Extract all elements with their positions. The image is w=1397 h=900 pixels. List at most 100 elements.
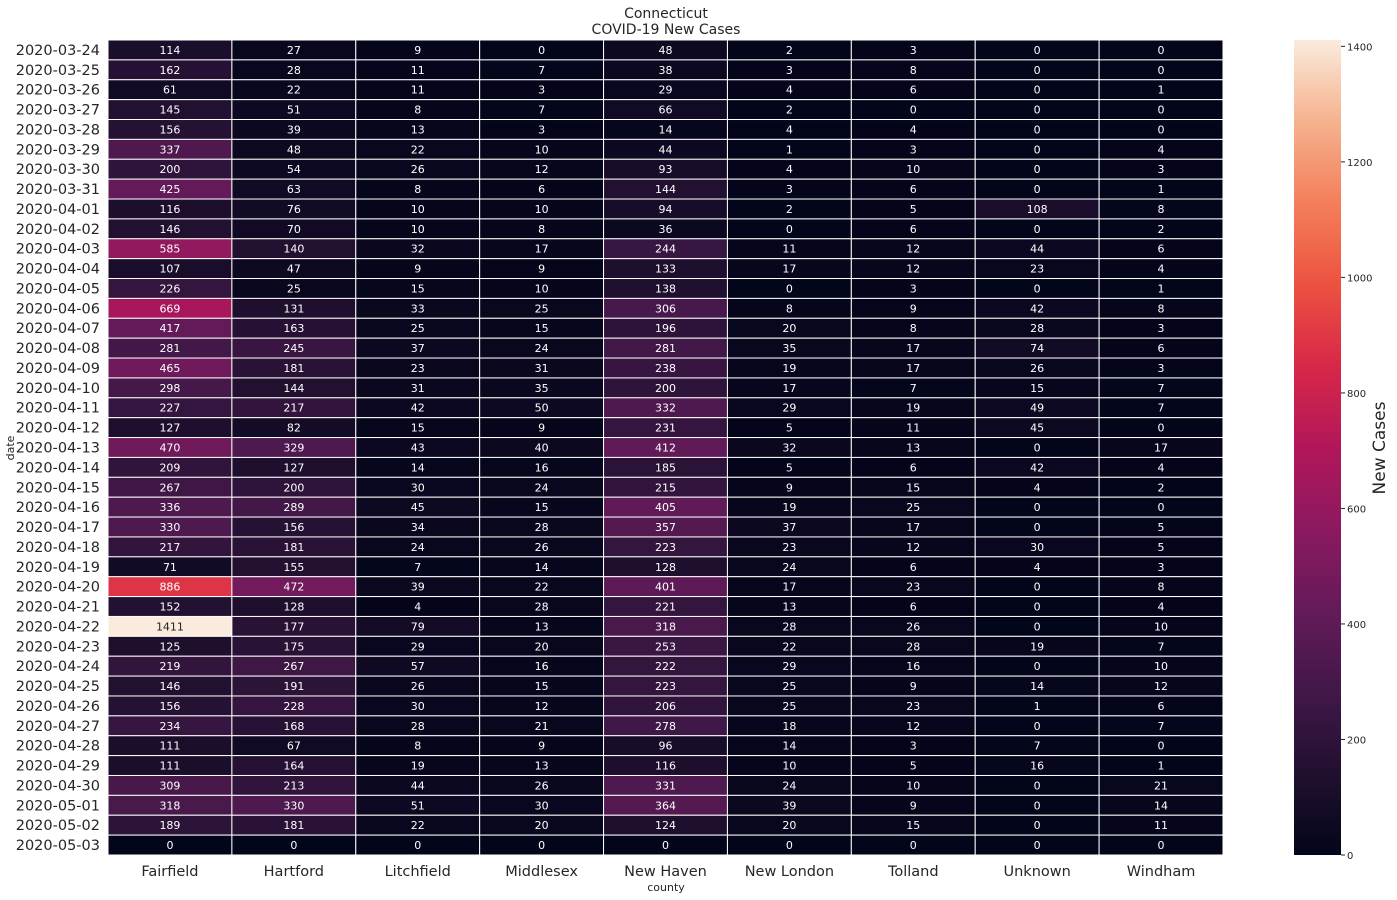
cell-value-label: 9 bbox=[910, 799, 917, 812]
cell-value-label: 23 bbox=[782, 541, 796, 554]
cell-value-label: 3 bbox=[1158, 322, 1165, 335]
cell-value-label: 16 bbox=[906, 660, 920, 673]
cell-value-label: 0 bbox=[1034, 799, 1041, 812]
y-tick-labels: 2020-03-24 2020-03-25 2020-03-26 2020-03-27… bbox=[16, 43, 100, 854]
cell-value-label: 10 bbox=[411, 223, 425, 236]
cell-value-label: 25 bbox=[782, 680, 796, 693]
cell-value-label: 111 bbox=[159, 760, 180, 773]
cell-value-label: 125 bbox=[159, 640, 180, 653]
cell-value-label: 0 bbox=[1034, 720, 1041, 733]
cell-value-label: 1 bbox=[1158, 84, 1165, 97]
cell-value-label: 50 bbox=[535, 402, 549, 415]
cell-value-label: 3 bbox=[910, 143, 917, 156]
cell-value-label: 164 bbox=[283, 760, 304, 773]
y-tick-label: 2020-05-02 bbox=[16, 818, 100, 834]
cell-value-label: 144 bbox=[655, 183, 676, 196]
cell-value-label: 0 bbox=[1034, 501, 1041, 514]
cell-value-label: 94 bbox=[659, 203, 673, 216]
cell-value-label: 17 bbox=[782, 382, 796, 395]
cell-value-label: 140 bbox=[283, 243, 304, 256]
cell-value-label: 24 bbox=[535, 481, 549, 494]
cell-value-label: 7 bbox=[1158, 402, 1165, 415]
cell-value-label: 12 bbox=[535, 163, 549, 176]
x-tick-label: Windham bbox=[1127, 864, 1196, 880]
cell-value-label: 40 bbox=[535, 442, 549, 455]
cell-value-label: 17 bbox=[906, 342, 920, 355]
y-tick-label: 2020-04-11 bbox=[16, 401, 100, 417]
cell-value-label: 0 bbox=[1034, 143, 1041, 156]
cell-value-label: 0 bbox=[786, 223, 793, 236]
cell-value-label: 128 bbox=[283, 601, 304, 614]
y-tick-label: 2020-04-24 bbox=[16, 659, 100, 675]
cell-value-label: 22 bbox=[411, 819, 425, 832]
cell-value-label: 206 bbox=[655, 700, 676, 713]
cell-value-label: 227 bbox=[159, 402, 180, 415]
cell-value-label: 2 bbox=[786, 104, 793, 117]
cell-value-label: 31 bbox=[411, 382, 425, 395]
cell-value-label: 4 bbox=[1158, 461, 1165, 474]
cell-value-label: 20 bbox=[535, 819, 549, 832]
y-axis-label: date bbox=[4, 435, 17, 460]
cell-value-label: 465 bbox=[159, 362, 180, 375]
chart-title: Connecticut bbox=[624, 6, 708, 22]
cell-value-label: 0 bbox=[290, 839, 297, 852]
cell-value-label: 1 bbox=[1034, 700, 1041, 713]
cell-value-label: 38 bbox=[659, 64, 673, 77]
cell-value-label: 15 bbox=[411, 422, 425, 435]
cell-value-label: 2 bbox=[786, 44, 793, 57]
x-tick-label: Fairfield bbox=[141, 864, 198, 880]
cell-value-label: 25 bbox=[906, 501, 920, 514]
cell-value-label: 48 bbox=[287, 143, 301, 156]
cell-value-label: 337 bbox=[159, 143, 180, 156]
cell-value-label: 298 bbox=[159, 382, 180, 395]
cell-value-label: 7 bbox=[1158, 720, 1165, 733]
y-tick-label: 2020-04-06 bbox=[16, 301, 100, 317]
cell-value-label: 3 bbox=[910, 740, 917, 753]
y-tick-label: 2020-04-22 bbox=[16, 619, 100, 635]
cell-value-label: 156 bbox=[159, 123, 180, 136]
cell-value-label: 0 bbox=[1034, 44, 1041, 57]
cell-value-label: 231 bbox=[655, 422, 676, 435]
y-tick-label: 2020-03-29 bbox=[16, 142, 100, 158]
cell-value-label: 330 bbox=[283, 799, 304, 812]
cell-value-label: 0 bbox=[1034, 660, 1041, 673]
cell-value-label: 405 bbox=[655, 501, 676, 514]
cell-value-label: 22 bbox=[782, 640, 796, 653]
cell-value-label: 9 bbox=[414, 263, 421, 276]
cell-value-label: 19 bbox=[782, 362, 796, 375]
cell-value-label: 11 bbox=[906, 422, 920, 435]
cell-value-label: 111 bbox=[159, 740, 180, 753]
y-tick-label: 2020-04-30 bbox=[16, 778, 100, 794]
cell-value-label: 156 bbox=[283, 521, 304, 534]
y-tick-label: 2020-04-05 bbox=[16, 281, 100, 297]
cell-value-label: 14 bbox=[659, 123, 673, 136]
cell-value-label: 364 bbox=[655, 799, 676, 812]
cell-value-label: 116 bbox=[655, 760, 676, 773]
cell-value-label: 0 bbox=[1158, 104, 1165, 117]
cell-value-label: 116 bbox=[159, 203, 180, 216]
cell-value-label: 7 bbox=[414, 561, 421, 574]
cell-value-label: 217 bbox=[283, 402, 304, 415]
cell-value-label: 82 bbox=[287, 422, 301, 435]
y-tick-label: 2020-04-07 bbox=[16, 321, 100, 337]
x-tick-label: Hartford bbox=[264, 864, 324, 880]
y-tick-label: 2020-04-03 bbox=[16, 242, 100, 258]
cell-value-label: 5 bbox=[910, 203, 917, 216]
cell-value-label: 3 bbox=[1158, 561, 1165, 574]
cell-value-label: 238 bbox=[655, 362, 676, 375]
cell-value-label: 108 bbox=[1027, 203, 1048, 216]
cell-value-label: 200 bbox=[655, 382, 676, 395]
cell-value-label: 28 bbox=[782, 620, 796, 633]
cell-value-label: 8 bbox=[538, 223, 545, 236]
cell-value-label: 51 bbox=[287, 104, 301, 117]
cell-value-label: 417 bbox=[159, 322, 180, 335]
y-tick-label: 2020-03-28 bbox=[16, 122, 100, 138]
cell-value-label: 278 bbox=[655, 720, 676, 733]
cell-value-label: 0 bbox=[1034, 779, 1041, 792]
cell-value-label: 306 bbox=[655, 302, 676, 315]
colorbar-tick-label: 200 bbox=[1347, 735, 1366, 746]
y-tick-label: 2020-04-19 bbox=[16, 560, 100, 576]
cell-value-label: 0 bbox=[910, 104, 917, 117]
cell-value-label: 412 bbox=[655, 442, 676, 455]
cell-value-label: 19 bbox=[782, 501, 796, 514]
